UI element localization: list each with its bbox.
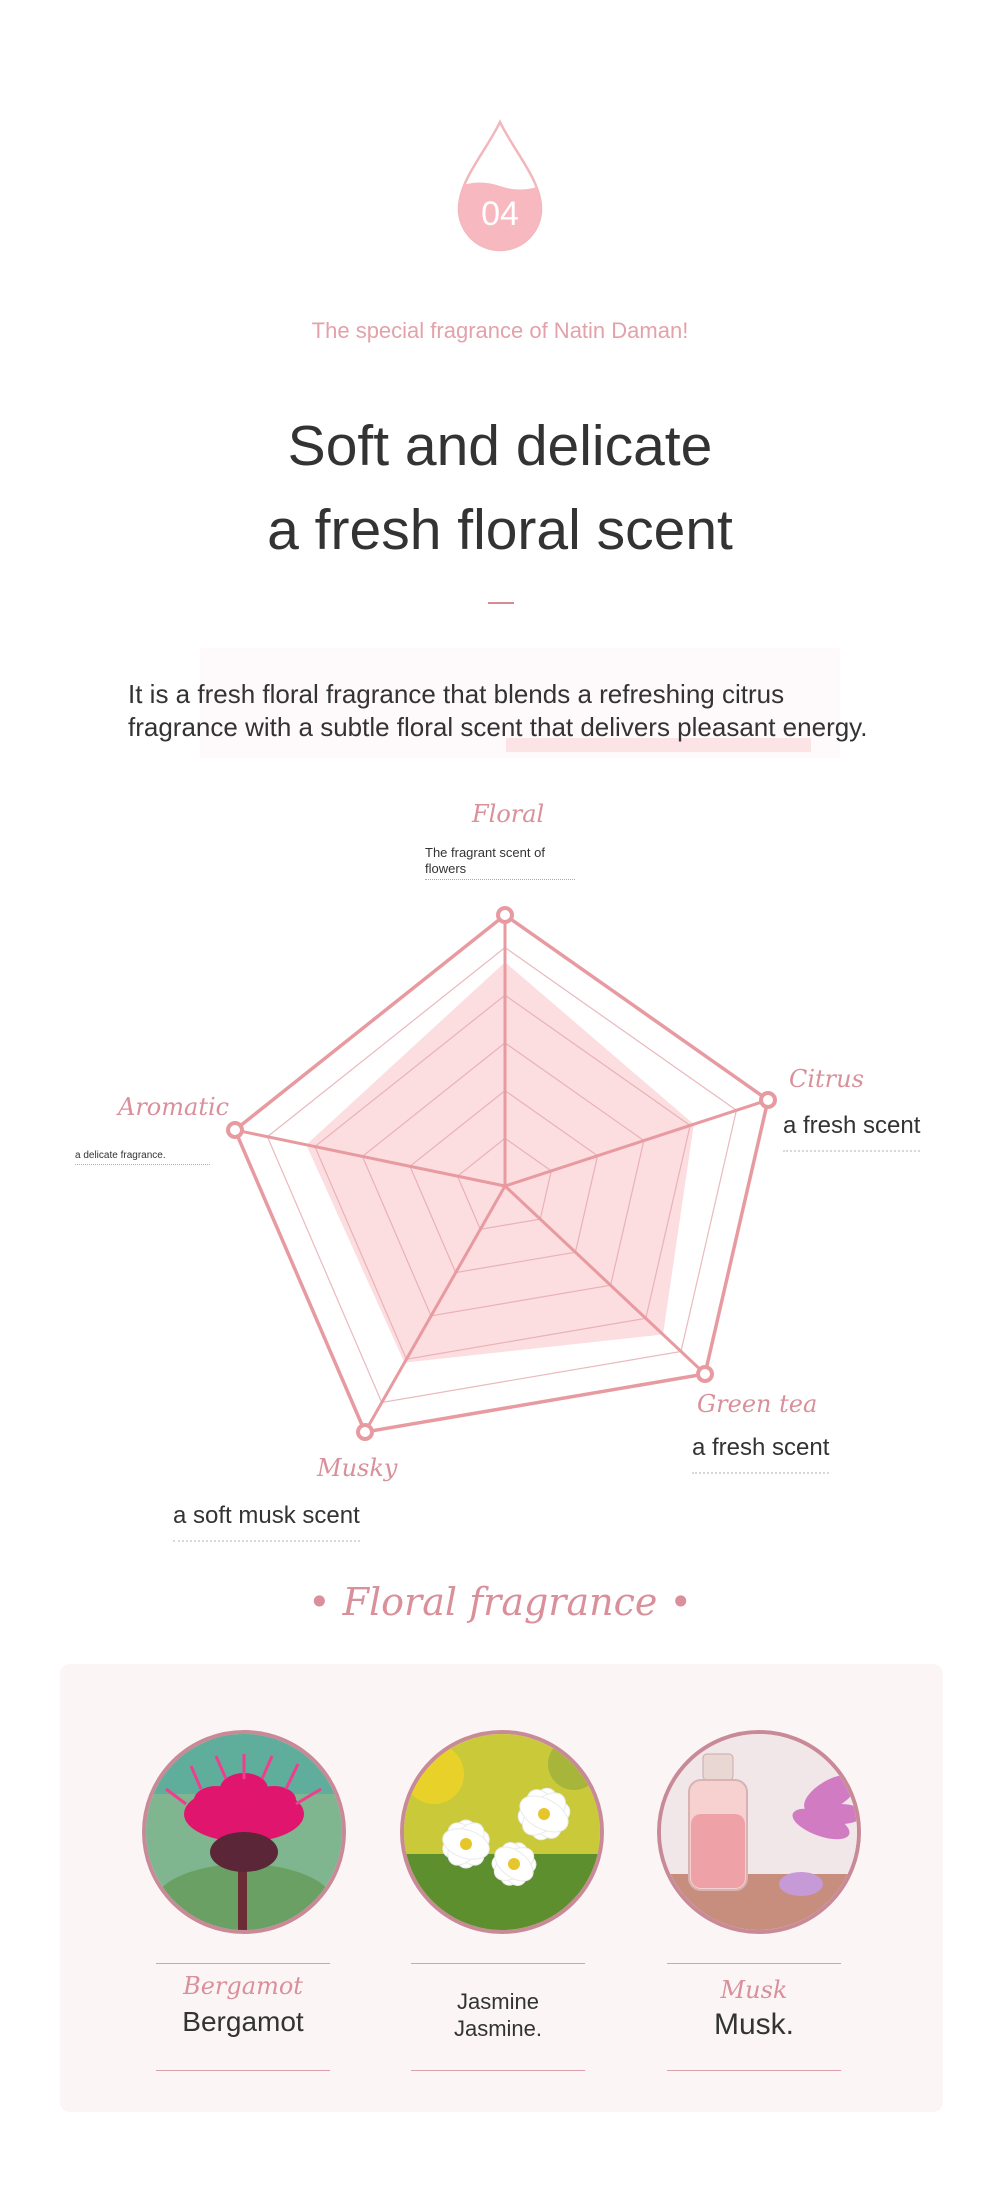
page-title-line1: Soft and delicate [287, 414, 713, 478]
radar-desc-floral: The fragrant scent of flowers [425, 845, 575, 880]
title-divider [488, 602, 514, 604]
description: It is a fresh floral fragrance that blen… [128, 678, 888, 752]
radar-label-aromatic: Aromatic [118, 1093, 230, 1121]
musk-bottle-icon [661, 1734, 857, 1930]
radar-vertex-marker [696, 1365, 714, 1383]
radar-vertex-marker [759, 1091, 777, 1109]
radar-label-citrus: Citrus [789, 1065, 864, 1093]
page-title-line2: a fresh floral scent [267, 498, 733, 562]
ingredient-musk-script: Musk [720, 1976, 788, 2004]
radar-desc-musky: a soft musk scent [173, 1502, 360, 1542]
drop-badge-icon: 04 [457, 119, 543, 252]
radar-label-floral: Floral [472, 800, 545, 828]
ingredient-musk: Musk Musk. [667, 1963, 841, 2071]
radar-axis-line [503, 1184, 707, 1376]
radar-grid-level [409, 1089, 599, 1274]
ingredient-bergamot-name: Bergamot [182, 2006, 304, 2037]
ingredient-jasmine-line2: Jasmine. [453, 2016, 543, 2041]
musk-image [657, 1730, 861, 1934]
tagline: The special fragrance of Natin Daman! [311, 318, 689, 343]
ingredient-bergamot: Bergamot Bergamot [156, 1963, 330, 2071]
description-underline-highlight [506, 738, 811, 752]
radar-vertex-marker [496, 906, 514, 924]
bergamot-flower-icon [146, 1734, 342, 1930]
bergamot-image [142, 1730, 346, 1934]
radar-label-green-tea: Green tea [697, 1390, 818, 1418]
badge-number: 04 [481, 195, 519, 233]
fragrance-radar-chart [226, 906, 777, 1441]
jasmine-image [400, 1730, 604, 1934]
radar-desc-aromatic: a delicate fragrance. [75, 1150, 210, 1165]
radar-desc-green-tea: a fresh scent [692, 1434, 830, 1474]
section-number-badge: 04 [455, 118, 545, 253]
radar-axis-line [363, 1185, 507, 1433]
radar-vertex-marker [226, 1121, 244, 1139]
radar-grid-level [266, 946, 738, 1404]
section-title: • Floral fragrance • [308, 1580, 692, 1624]
radar-axis-line [504, 1098, 769, 1188]
radar-data-area [306, 962, 694, 1363]
ingredient-jasmine: Jasmine Jasmine. [411, 1963, 585, 2071]
radar-grid-level [456, 1137, 552, 1230]
radar-grid-level [314, 994, 691, 1360]
radar-outer-frame [232, 912, 770, 1434]
radar-label-musky: Musky [317, 1454, 398, 1482]
radar-vertex-marker [356, 1423, 374, 1441]
ingredient-jasmine-line1: Jasmine [457, 1989, 539, 2014]
ingredient-bergamot-script: Bergamot [183, 1972, 303, 2000]
radar-axis-line [234, 1128, 506, 1188]
ingredient-musk-name: Musk. [713, 2008, 794, 2041]
description-line1: It is a fresh floral fragrance that blen… [128, 679, 785, 709]
radar-grid-level [361, 1042, 645, 1317]
radar-desc-citrus: a fresh scent [783, 1112, 921, 1152]
description-line2: fragrance with a subtle floral scent tha… [128, 712, 868, 742]
jasmine-flower-icon [404, 1734, 600, 1930]
